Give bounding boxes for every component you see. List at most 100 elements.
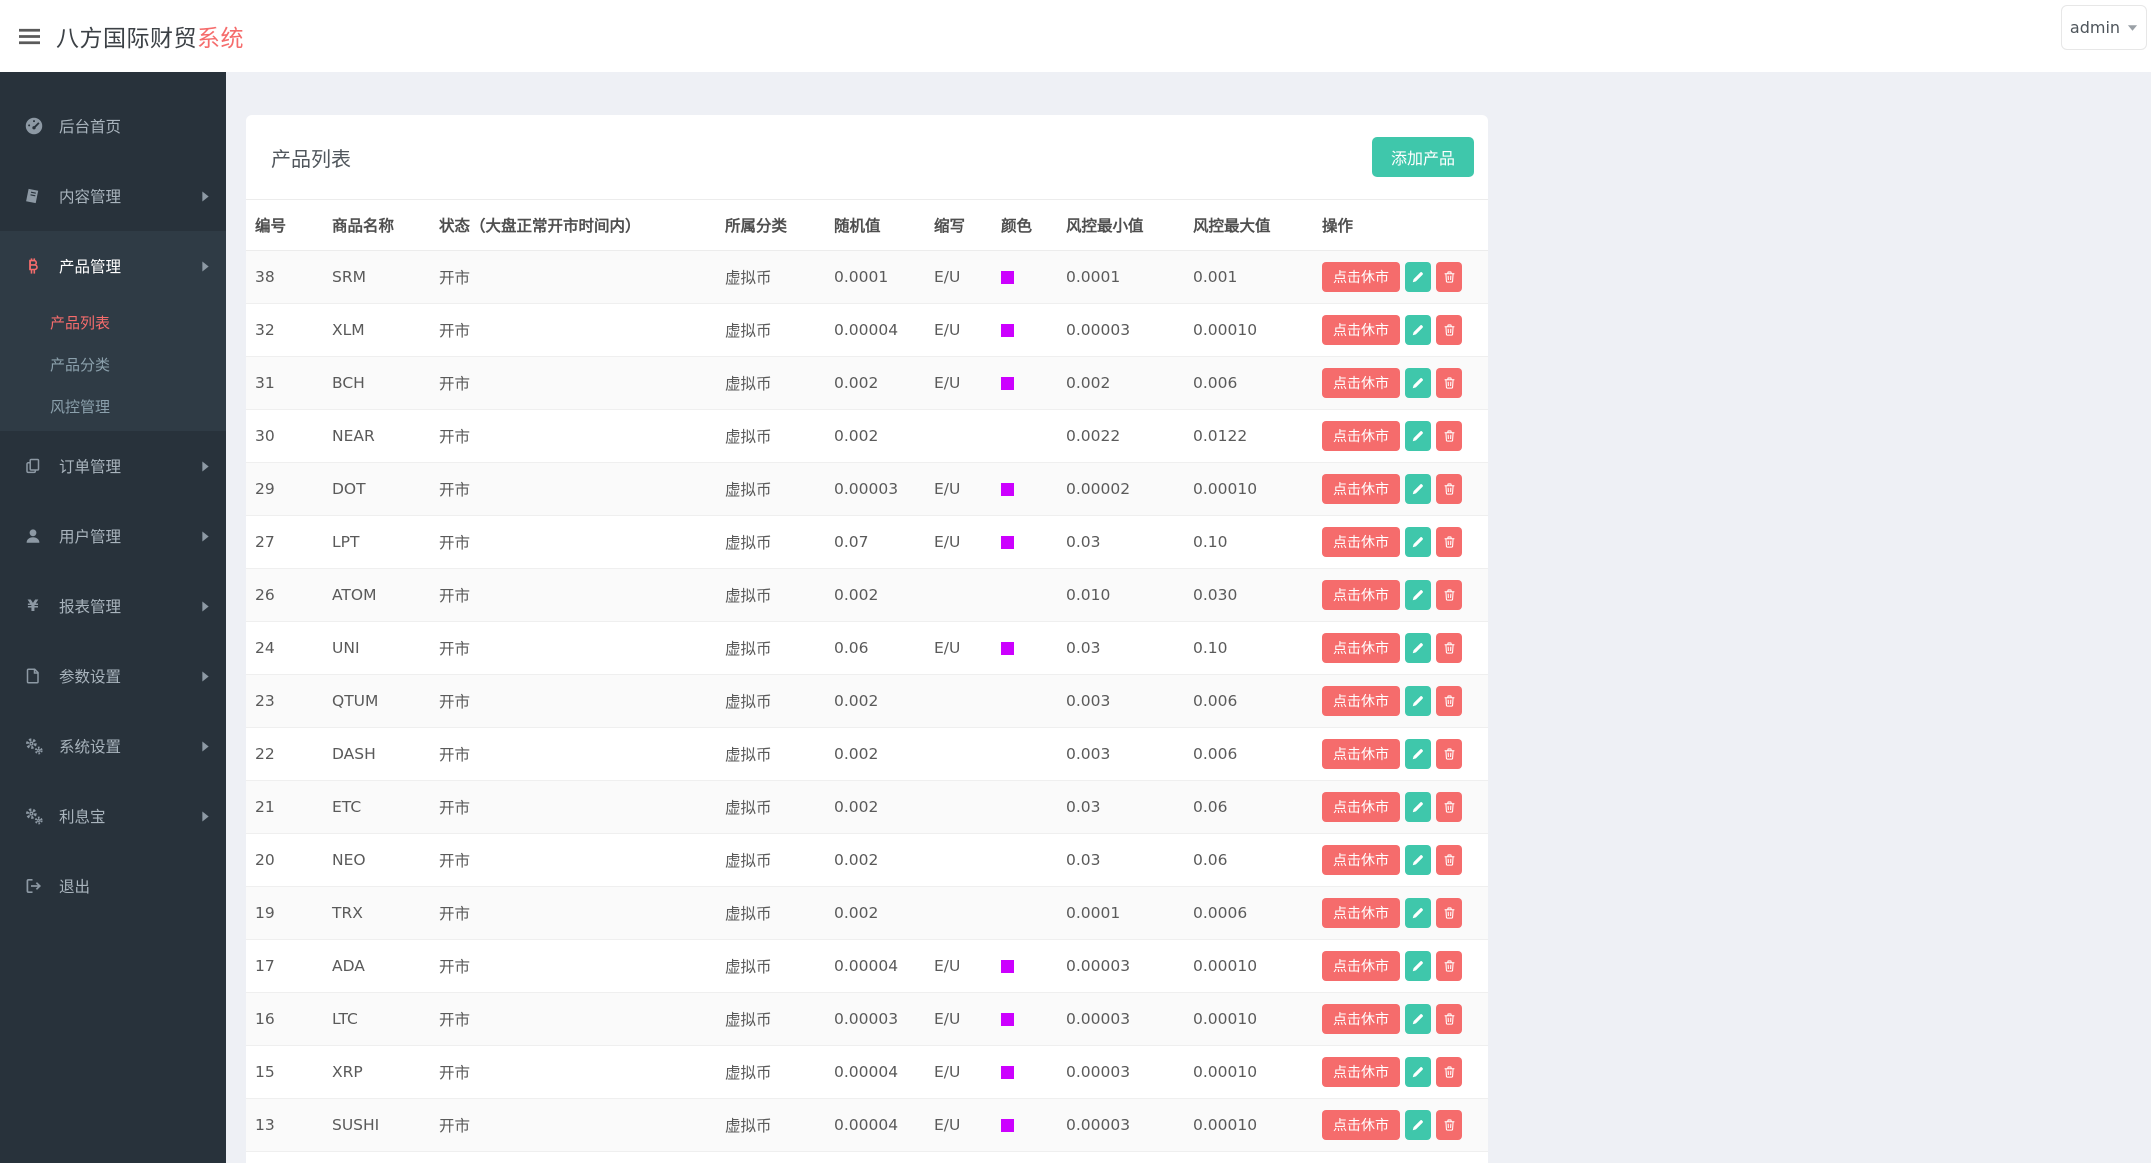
abbreviation: E/U xyxy=(934,250,1001,304)
delete-button[interactable] xyxy=(1436,580,1462,610)
delete-button[interactable] xyxy=(1436,1057,1462,1087)
status: 开市 xyxy=(439,674,725,728)
toggle-market-button[interactable]: 点击休市 xyxy=(1322,474,1400,504)
toggle-market-button[interactable]: 点击休市 xyxy=(1322,368,1400,398)
sidebar-item-label: 利息宝 xyxy=(59,808,106,826)
sidebar-item-users[interactable]: 用户管理 xyxy=(0,501,226,571)
add-product-button[interactable]: 添加产品 xyxy=(1371,137,1474,177)
sidebar-group-params: 参数设置 xyxy=(0,641,226,711)
toggle-market-button[interactable]: 点击休市 xyxy=(1322,633,1400,663)
row-id: 21 xyxy=(246,780,332,834)
delete-button[interactable] xyxy=(1436,262,1462,292)
toggle-market-button[interactable]: 点击休市 xyxy=(1322,1110,1400,1140)
toggle-market-button[interactable]: 点击休市 xyxy=(1322,421,1400,451)
sidebar-subitem-product-category[interactable]: 产品分类 xyxy=(50,355,111,374)
delete-button[interactable] xyxy=(1436,739,1462,769)
risk-max: 0.006 xyxy=(1193,356,1322,410)
delete-button[interactable] xyxy=(1436,421,1462,451)
risk-max: 0.00010 xyxy=(1193,992,1322,1046)
delete-button[interactable] xyxy=(1436,792,1462,822)
edit-button[interactable] xyxy=(1405,474,1431,504)
edit-button[interactable] xyxy=(1405,686,1431,716)
edit-button[interactable] xyxy=(1405,792,1431,822)
toggle-market-button[interactable]: 点击休市 xyxy=(1322,792,1400,822)
toggle-market-button[interactable]: 点击休市 xyxy=(1322,262,1400,292)
category: 虚拟币 xyxy=(725,515,834,569)
risk-min: 0.03 xyxy=(1066,780,1193,834)
edit-button[interactable] xyxy=(1405,527,1431,557)
sidebar-subitem-risk-control[interactable]: 风控管理 xyxy=(50,397,111,416)
edit-button[interactable] xyxy=(1405,739,1431,769)
category: 虚拟币 xyxy=(725,939,834,993)
toggle-market-button[interactable]: 点击休市 xyxy=(1322,686,1400,716)
toggle-market-button[interactable]: 点击休市 xyxy=(1322,527,1400,557)
toggle-market-button[interactable]: 点击休市 xyxy=(1322,739,1400,769)
edit-button[interactable] xyxy=(1405,580,1431,610)
delete-button[interactable] xyxy=(1436,1004,1462,1034)
product-name: UNI xyxy=(332,621,439,675)
table-row: 29 DOT 开市 虚拟币 0.00003 E/U 0.00002 0.00010 点击休市 xyxy=(246,462,1488,516)
sidebar-item-content[interactable]: 内容管理 xyxy=(0,161,226,231)
delete-button[interactable] xyxy=(1436,633,1462,663)
row-id: 17 xyxy=(246,939,332,993)
copy-icon xyxy=(24,457,48,475)
edit-button[interactable] xyxy=(1405,845,1431,875)
sidebar-subitem-product-list[interactable]: 产品列表 xyxy=(50,313,111,332)
table-row: 22 DASH 开市 虚拟币 0.002 0.003 0.006 点击休市 xyxy=(246,727,1488,781)
sidebar-item-params[interactable]: 参数设置 xyxy=(0,641,226,711)
edit-button[interactable] xyxy=(1405,315,1431,345)
sidebar-item-orders[interactable]: 订单管理 xyxy=(0,431,226,501)
delete-button[interactable] xyxy=(1436,527,1462,557)
pencil-icon xyxy=(1411,1118,1425,1132)
risk-min: 0.00003 xyxy=(1066,1045,1193,1099)
toggle-market-button[interactable]: 点击休市 xyxy=(1322,315,1400,345)
trash-icon xyxy=(1443,376,1456,390)
delete-button[interactable] xyxy=(1436,368,1462,398)
edit-button[interactable] xyxy=(1405,1110,1431,1140)
edit-button[interactable] xyxy=(1405,262,1431,292)
delete-button[interactable] xyxy=(1436,845,1462,875)
delete-button[interactable] xyxy=(1436,686,1462,716)
toggle-market-button[interactable]: 点击休市 xyxy=(1322,951,1400,981)
sidebar-submenu: 产品列表产品分类风控管理 xyxy=(0,301,226,431)
delete-button[interactable] xyxy=(1436,315,1462,345)
sidebar-group-lixibao: 利息宝 xyxy=(0,781,226,851)
delete-button[interactable] xyxy=(1436,474,1462,504)
svg-text:¥: ¥ xyxy=(27,597,38,615)
sidebar-item-product[interactable]: 产品管理 xyxy=(0,231,226,301)
edit-button[interactable] xyxy=(1405,951,1431,981)
delete-button[interactable] xyxy=(1436,898,1462,928)
actions-cell: 点击休市 xyxy=(1322,250,1488,304)
sidebar-item-dashboard[interactable]: 后台首页 xyxy=(0,91,226,161)
menu-icon[interactable] xyxy=(16,23,42,49)
edit-button[interactable] xyxy=(1405,633,1431,663)
random-value: 0.002 xyxy=(834,674,934,728)
color-cell xyxy=(1001,303,1066,357)
risk-min: 0.03 xyxy=(1066,515,1193,569)
sidebar-item-lixibao[interactable]: 利息宝 xyxy=(0,781,226,851)
risk-min: 0.003 xyxy=(1066,727,1193,781)
edit-button[interactable] xyxy=(1405,1057,1431,1087)
toggle-market-button[interactable]: 点击休市 xyxy=(1322,845,1400,875)
toggle-market-button[interactable]: 点击休市 xyxy=(1322,898,1400,928)
sidebar-item-system[interactable]: 系统设置 xyxy=(0,711,226,781)
user-menu[interactable]: admin xyxy=(2061,5,2147,50)
trash-icon xyxy=(1443,800,1456,814)
edit-button[interactable] xyxy=(1405,1004,1431,1034)
dashboard-icon xyxy=(24,116,48,136)
toggle-market-button[interactable]: 点击休市 xyxy=(1322,1004,1400,1034)
edit-button[interactable] xyxy=(1405,898,1431,928)
color-swatch xyxy=(1001,271,1014,284)
toggle-market-button[interactable]: 点击休市 xyxy=(1322,1057,1400,1087)
pencil-icon xyxy=(1411,482,1425,496)
sidebar-item-logout[interactable]: 退出 xyxy=(0,851,226,921)
color-cell xyxy=(1001,939,1066,993)
delete-button[interactable] xyxy=(1436,1110,1462,1140)
toggle-market-button[interactable]: 点击休市 xyxy=(1322,580,1400,610)
edit-button[interactable] xyxy=(1405,368,1431,398)
actions-cell: 点击休市 xyxy=(1322,674,1488,728)
delete-button[interactable] xyxy=(1436,951,1462,981)
abbreviation: E/U xyxy=(934,515,1001,569)
edit-button[interactable] xyxy=(1405,421,1431,451)
sidebar-item-reports[interactable]: ¥ 报表管理 xyxy=(0,571,226,641)
